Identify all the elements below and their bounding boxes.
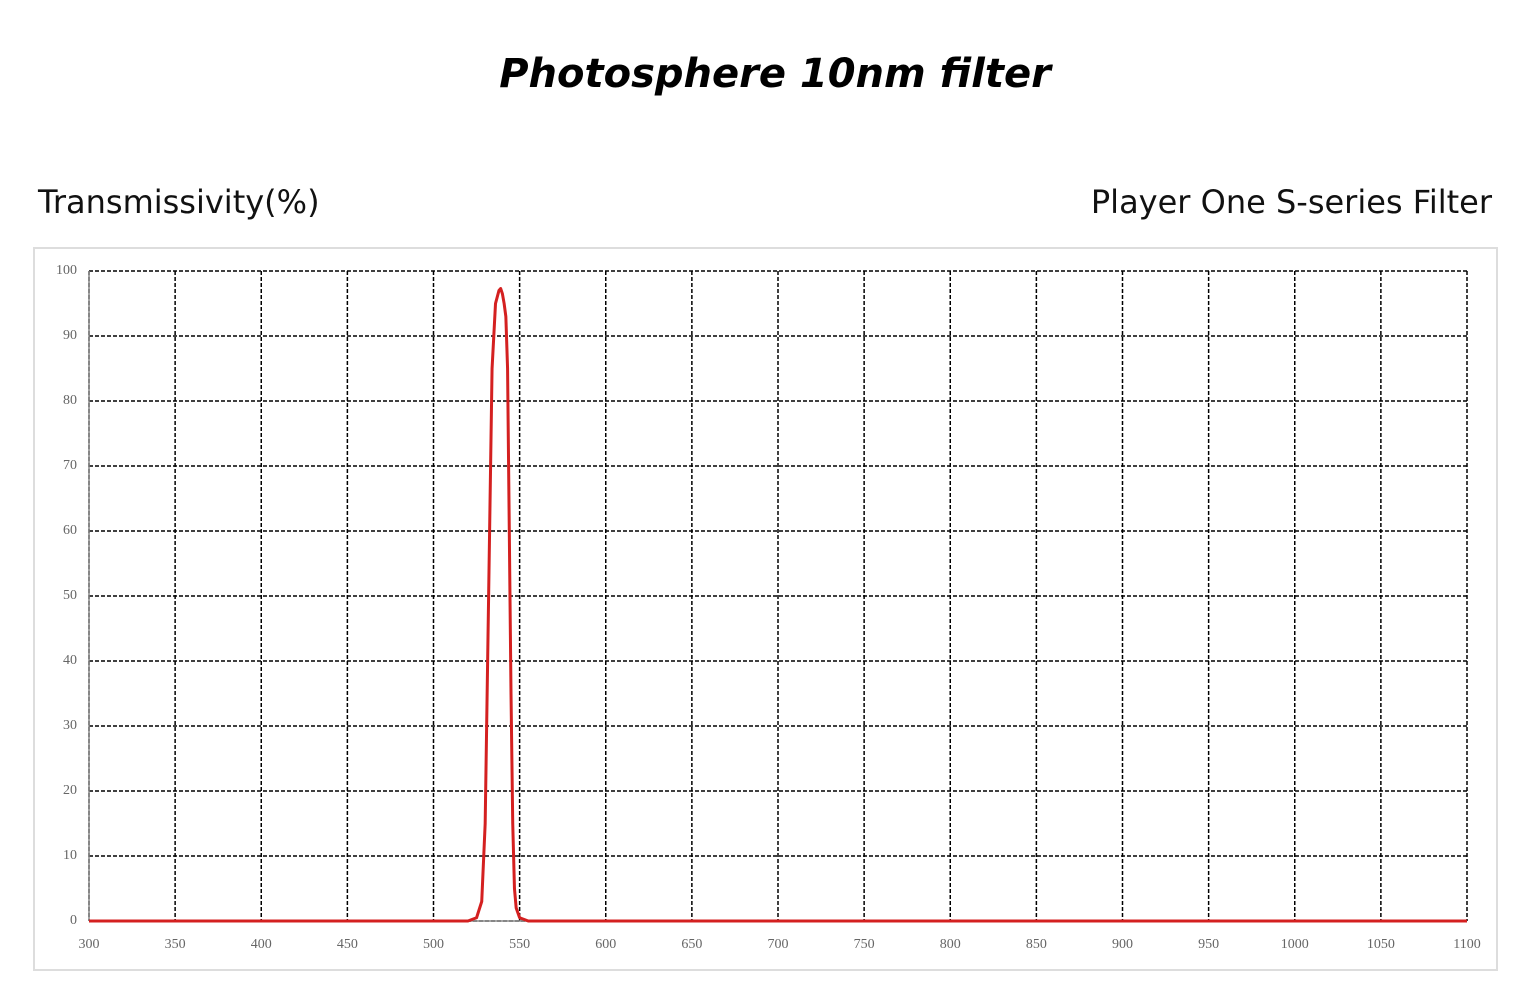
x-tick-label: 650	[681, 937, 702, 952]
x-tick-label: 850	[1026, 937, 1047, 952]
x-tick-label: 950	[1198, 937, 1219, 952]
y-tick-label: 50	[63, 588, 77, 603]
y-tick-label: 80	[63, 393, 77, 408]
x-tick-label: 1100	[1453, 937, 1480, 952]
y-axis-label: Transmissivity(%)	[37, 183, 320, 221]
x-tick-label: 700	[768, 937, 789, 952]
x-tick-label: 300	[79, 937, 100, 952]
y-tick-label: 20	[63, 783, 77, 798]
y-tick-label: 90	[63, 328, 77, 343]
x-tick-label: 1000	[1281, 937, 1309, 952]
x-tick-label: 350	[165, 937, 186, 952]
y-tick-label: 70	[63, 458, 77, 473]
plot	[89, 287, 1467, 923]
x-tick-label: 550	[509, 937, 530, 952]
series-line	[89, 287, 1467, 923]
x-tick-label: 1050	[1367, 937, 1395, 952]
x-tick-label: 600	[595, 937, 616, 952]
y-tick-label: 60	[63, 523, 77, 538]
x-tick-label: 900	[1112, 937, 1133, 952]
y-tick-label: 10	[63, 848, 77, 863]
x-tick-label: 400	[251, 937, 272, 952]
x-tick-label: 750	[854, 937, 875, 952]
x-tick-label: 450	[337, 937, 358, 952]
y-tick-label: 40	[63, 653, 77, 668]
chart-title: Photosphere 10nm filter	[499, 51, 1053, 97]
y-tick-label: 0	[70, 913, 77, 928]
chart-frame	[33, 247, 1498, 971]
y-tick-label: 30	[63, 718, 77, 733]
annotation: Player One S-series Filter	[1091, 183, 1493, 221]
x-tick-label: 800	[940, 937, 961, 952]
grid: 0 10 20 30 40 50 60 70 80 90 100 300 350 400 450 500 550…	[56, 263, 1481, 952]
x-tick-label: 500	[423, 937, 444, 952]
y-tick-label: 100	[56, 263, 77, 278]
